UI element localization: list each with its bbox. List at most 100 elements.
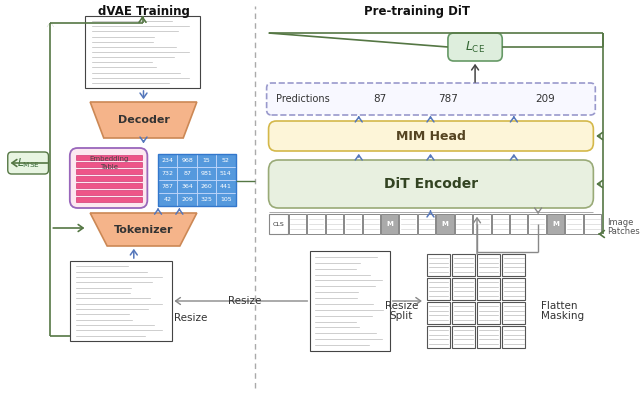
Text: 15: 15	[203, 158, 210, 163]
Text: Resize: Resize	[228, 296, 261, 306]
Bar	[216, 180, 235, 193]
Bar	[426, 326, 450, 348]
Bar	[502, 326, 525, 348]
Bar	[158, 154, 177, 167]
FancyBboxPatch shape	[269, 121, 593, 151]
Bar	[216, 154, 235, 167]
Bar	[311, 251, 390, 351]
Bar	[158, 180, 177, 193]
Bar	[399, 214, 417, 234]
Text: 209: 209	[181, 197, 193, 202]
Bar	[477, 302, 500, 324]
Bar	[473, 214, 491, 234]
Bar	[529, 214, 546, 234]
Bar	[363, 214, 380, 234]
Text: 105: 105	[220, 197, 231, 202]
Bar	[326, 214, 343, 234]
Bar	[177, 154, 197, 167]
Bar	[269, 214, 288, 234]
Bar	[437, 214, 454, 234]
Bar	[76, 176, 141, 181]
Text: Split: Split	[390, 311, 413, 321]
Bar	[197, 193, 216, 206]
Text: 234: 234	[162, 158, 174, 163]
Bar	[76, 169, 141, 174]
Bar	[381, 214, 399, 234]
Text: M: M	[552, 221, 559, 227]
Bar	[584, 214, 601, 234]
FancyBboxPatch shape	[70, 148, 147, 208]
Bar	[452, 254, 475, 276]
Text: Masking: Masking	[541, 311, 584, 321]
Bar	[76, 183, 141, 188]
Text: CLS: CLS	[273, 221, 284, 227]
Text: 260: 260	[201, 184, 212, 189]
Bar	[177, 180, 197, 193]
Bar	[216, 193, 235, 206]
Bar	[289, 214, 306, 234]
Bar	[307, 214, 325, 234]
Bar	[177, 167, 197, 180]
Bar	[452, 302, 475, 324]
Text: Pre-training DiT: Pre-training DiT	[363, 5, 469, 18]
Text: Image: Image	[607, 217, 633, 227]
Text: 364: 364	[181, 184, 193, 189]
Bar	[197, 180, 216, 193]
FancyBboxPatch shape	[8, 152, 48, 174]
Bar	[565, 214, 583, 234]
Bar	[452, 326, 475, 348]
Bar	[547, 214, 565, 234]
FancyBboxPatch shape	[269, 160, 593, 208]
Bar	[502, 278, 525, 300]
Bar	[426, 278, 450, 300]
Text: 87: 87	[374, 94, 386, 104]
Text: 87: 87	[183, 171, 191, 176]
Text: Resize: Resize	[385, 301, 418, 311]
Bar	[344, 214, 361, 234]
Text: $L_{\mathregular{CE}}$: $L_{\mathregular{CE}}$	[465, 40, 485, 55]
Text: M: M	[386, 221, 394, 227]
Bar	[216, 167, 235, 180]
Text: 981: 981	[201, 171, 212, 176]
Bar	[158, 167, 177, 180]
Bar	[426, 254, 450, 276]
Text: 42: 42	[164, 197, 172, 202]
Text: Patches: Patches	[607, 227, 640, 236]
Text: Tokenizer: Tokenizer	[114, 225, 173, 234]
Bar	[197, 154, 216, 167]
Bar	[426, 302, 450, 324]
Text: Flatten: Flatten	[541, 301, 577, 311]
Bar	[86, 16, 200, 88]
Text: 968: 968	[181, 158, 193, 163]
Polygon shape	[90, 213, 197, 246]
Text: Resize: Resize	[174, 313, 208, 323]
FancyBboxPatch shape	[267, 83, 595, 115]
Text: 52: 52	[222, 158, 230, 163]
Text: Embedding
Table: Embedding Table	[89, 156, 128, 169]
Text: Predictions: Predictions	[276, 94, 330, 104]
Text: 787: 787	[438, 94, 458, 104]
Bar	[502, 254, 525, 276]
Bar	[76, 162, 141, 167]
Polygon shape	[90, 102, 197, 138]
Text: $L_{\mathregular{MSE}}$: $L_{\mathregular{MSE}}$	[17, 156, 39, 170]
Text: 209: 209	[535, 94, 555, 104]
Text: 441: 441	[220, 184, 232, 189]
Bar	[177, 193, 197, 206]
Text: M: M	[442, 221, 448, 227]
Text: 732: 732	[162, 171, 174, 176]
Text: 787: 787	[162, 184, 174, 189]
Bar	[502, 302, 525, 324]
Bar	[418, 214, 435, 234]
Text: 325: 325	[201, 197, 212, 202]
Bar	[158, 154, 235, 206]
Text: MIM Head: MIM Head	[396, 129, 466, 143]
Bar	[477, 254, 500, 276]
Bar	[76, 155, 141, 160]
Bar	[452, 278, 475, 300]
Bar	[76, 190, 141, 195]
Bar	[491, 214, 509, 234]
FancyBboxPatch shape	[448, 33, 502, 61]
Bar	[76, 197, 141, 202]
Bar	[455, 214, 472, 234]
